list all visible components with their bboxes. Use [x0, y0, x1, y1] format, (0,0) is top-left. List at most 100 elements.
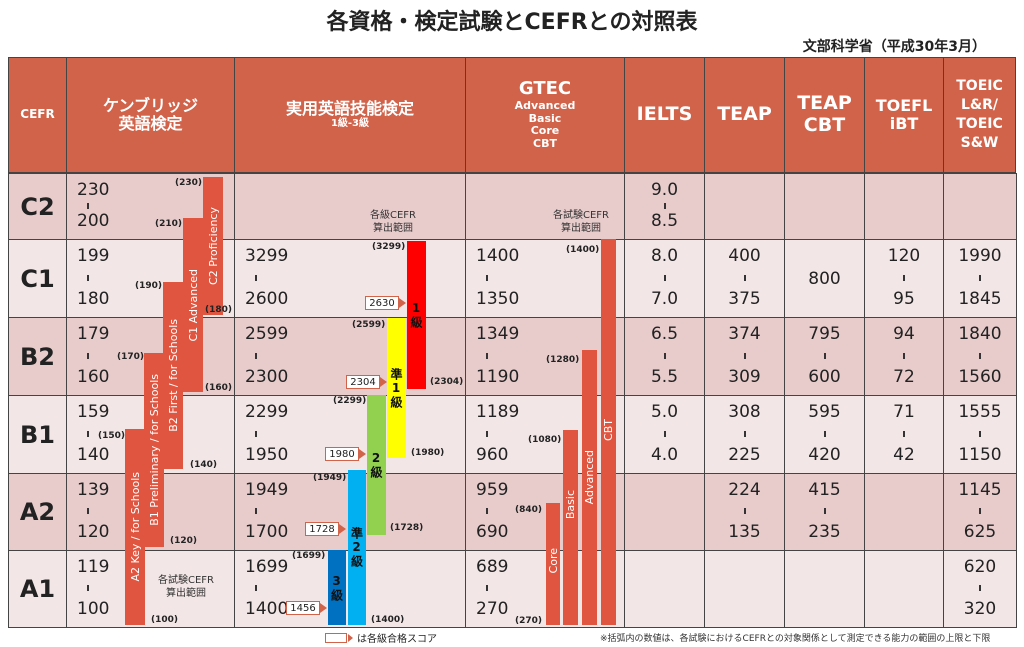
- score-range: 179 160: [77, 324, 109, 387]
- source-subtitle: 文部科学省（平成30年3月）: [802, 39, 986, 55]
- cefr-level-cell: A2: [8, 473, 67, 551]
- range-tick: [979, 274, 981, 281]
- score-range: 1349 1190: [476, 324, 519, 387]
- score-cell: [943, 173, 1017, 240]
- score-lower: 1845: [958, 289, 1002, 309]
- pass-score-box: 1728: [305, 522, 346, 536]
- bar-label: 準1級: [389, 367, 403, 409]
- cefr-level-cell: A1: [8, 550, 67, 628]
- limit-label: (1280): [546, 355, 580, 365]
- limit-label: (150): [98, 431, 126, 441]
- score-cell: 9.0 8.5: [624, 173, 705, 240]
- score-upper: 795: [808, 324, 841, 344]
- score-upper: 139: [77, 480, 110, 500]
- score-lower: 2300: [245, 367, 289, 387]
- score-lower: 100: [77, 599, 110, 619]
- note-line: 算出範囲: [373, 223, 413, 234]
- limit-label: (2599): [352, 320, 386, 330]
- score-cell: 795 600: [784, 317, 865, 396]
- header-gtec-name: GTEC: [518, 78, 572, 100]
- score-cell: 1555 1150: [943, 395, 1017, 474]
- score-lower: 1350: [476, 289, 520, 309]
- limit-label: (1400): [371, 615, 405, 625]
- score-upper: 6.5: [650, 324, 679, 344]
- score-cell: 2299 1950: [234, 395, 466, 474]
- score-lower: 375: [728, 289, 761, 309]
- eiken-range-note: 各級CEFR 算出範囲: [360, 209, 426, 235]
- score-cell: 71 42: [864, 395, 944, 474]
- score-cell: 1145 625: [943, 473, 1017, 551]
- score-range: 1400 1350: [476, 246, 519, 309]
- score-cell: 1400 1350: [465, 239, 625, 318]
- score-range: 3299 2600: [245, 246, 288, 309]
- header-teap: TEAP: [704, 57, 785, 173]
- score-range: 689 270: [476, 557, 508, 619]
- score-lower: 1560: [958, 367, 1002, 387]
- header-toeic: TOEIC L&R/ TOEIC S&W: [943, 57, 1016, 173]
- score-lower: 4.0: [650, 445, 679, 465]
- score-cell: [864, 473, 944, 551]
- eiken-bar-grade1: 1級: [407, 241, 426, 389]
- score-lower: 72: [893, 367, 915, 387]
- bar-label: 2級: [369, 451, 383, 479]
- score-upper: 689: [476, 557, 509, 577]
- bar-label: 1級: [409, 301, 423, 329]
- limit-label: (1949): [313, 473, 347, 483]
- score-lower: 135: [728, 522, 761, 542]
- range-tick: [255, 352, 257, 359]
- range-tick: [823, 508, 826, 514]
- eiken-bar-pre1: 準1級: [387, 318, 406, 458]
- pass-score-box: 2304: [346, 375, 387, 389]
- score-lower: 140: [77, 445, 110, 465]
- score-range: 1840 1560: [944, 324, 1016, 387]
- score-upper: 1189: [476, 402, 520, 422]
- score-upper: 595: [808, 402, 841, 422]
- header-cambridge: ケンブリッジ 英語検定: [66, 57, 235, 173]
- score-lower: 1700: [245, 522, 289, 542]
- score-upper: 415: [808, 480, 841, 500]
- score-lower: 95: [893, 289, 915, 309]
- limit-label: (1980): [411, 448, 445, 458]
- range-tick: [823, 430, 826, 437]
- range-tick: [87, 202, 89, 209]
- limit-label: (2304): [430, 377, 464, 387]
- score-upper: 1145: [958, 480, 1002, 500]
- score-cell: 119 100: [66, 550, 235, 628]
- header-toefl-line: TOEFL: [875, 95, 933, 115]
- cambridge-bar-a2: A2 Key / for Schools: [125, 429, 145, 625]
- score-upper: 959: [476, 480, 509, 500]
- score-lower: 42: [893, 445, 915, 465]
- bar-label: Basic: [564, 490, 577, 520]
- range-tick: [823, 352, 826, 359]
- score-cell: 8.0 7.0: [624, 239, 705, 318]
- score-cell: 94 72: [864, 317, 944, 396]
- note-line: 算出範囲: [166, 588, 206, 599]
- eiken-bar-grade3: 3級: [328, 550, 346, 625]
- score-cell: 959 690: [465, 473, 625, 551]
- header-gtec-sub: Basic: [528, 111, 562, 125]
- range-tick: [979, 352, 981, 359]
- score-range: 6.5 5.5: [625, 324, 704, 387]
- header-teap-cbt-line: TEAP: [797, 92, 852, 115]
- score-lower: 200: [77, 211, 110, 231]
- pass-score-legend-icon: [325, 632, 353, 643]
- score-cell: 3299 2600: [234, 239, 466, 318]
- score-cell: 374 309: [704, 317, 785, 396]
- score-range: 230 200: [77, 180, 109, 231]
- header-eiken-sub: 1級-3級: [330, 118, 370, 130]
- score-cell: [784, 550, 865, 628]
- legend: は各級合格スコア: [325, 630, 437, 645]
- bar-label: A2 Key / for Schools: [128, 472, 142, 582]
- range-tick: [486, 430, 488, 437]
- score-upper: 2299: [245, 402, 289, 422]
- score-range: 71 42: [865, 402, 943, 465]
- score-cell: 415 235: [784, 473, 865, 551]
- score-range: 119 100: [77, 557, 109, 619]
- score-range: 1990 1845: [944, 246, 1016, 309]
- score-upper: 620: [963, 557, 997, 577]
- score-range: 620 320: [944, 557, 1016, 619]
- range-tick: [743, 274, 746, 281]
- score-range: 120 95: [865, 246, 943, 309]
- header-teap-cbt: TEAP CBT: [784, 57, 865, 173]
- score-cell: [704, 550, 785, 628]
